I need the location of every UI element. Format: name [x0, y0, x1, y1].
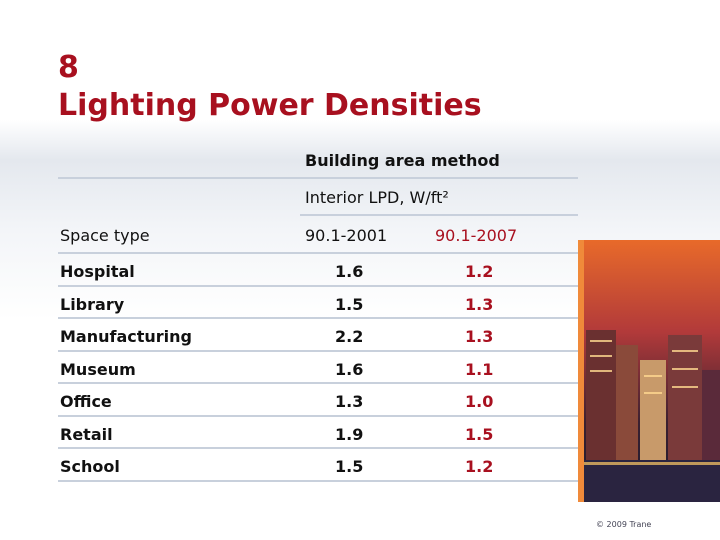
value-2001: 1.6	[335, 359, 364, 379]
group-header: Building area method	[305, 151, 500, 170]
value-2007: 1.0	[465, 392, 494, 411]
value-2007: 1.1	[465, 359, 494, 379]
rule	[58, 414, 578, 417]
row-label: Manufacturing	[60, 327, 192, 346]
row-label: Retail	[60, 424, 113, 444]
row-label: Museum	[60, 359, 136, 379]
column-header: 90.1-2001	[305, 226, 388, 245]
value-2001: 1.6	[335, 262, 364, 281]
rule	[58, 349, 578, 352]
value-2001: 2.2	[335, 327, 364, 346]
value-2001: 1.9	[335, 424, 364, 444]
value-2007: 1.5	[465, 424, 494, 444]
row-label: Library	[60, 294, 125, 314]
row-label: School	[60, 457, 120, 476]
rule	[58, 479, 578, 482]
column-header: Space type	[60, 226, 150, 245]
value-2007: 1.2	[465, 457, 494, 476]
copyright: © 2009 Trane	[596, 520, 652, 529]
slide-title: Lighting Power Densities	[58, 88, 482, 123]
slide-number: 8	[58, 50, 79, 85]
rule	[58, 177, 578, 179]
sub-header: Interior LPD, W/ft²	[305, 188, 449, 207]
rule	[58, 284, 578, 287]
rule	[58, 447, 578, 449]
value-2001: 1.5	[335, 457, 364, 476]
row-label: Hospital	[60, 262, 135, 281]
rule	[300, 214, 578, 216]
value-2007: 1.3	[465, 294, 494, 314]
city-photo	[578, 240, 720, 502]
rule	[58, 252, 578, 254]
column-header: 90.1-2007	[435, 226, 518, 245]
rule	[58, 317, 578, 319]
value-2007: 1.3	[465, 327, 494, 346]
value-2001: 1.5	[335, 294, 364, 314]
rule	[58, 382, 578, 384]
row-label: Office	[60, 392, 112, 411]
value-2007: 1.2	[465, 262, 494, 281]
value-2001: 1.3	[335, 392, 364, 411]
